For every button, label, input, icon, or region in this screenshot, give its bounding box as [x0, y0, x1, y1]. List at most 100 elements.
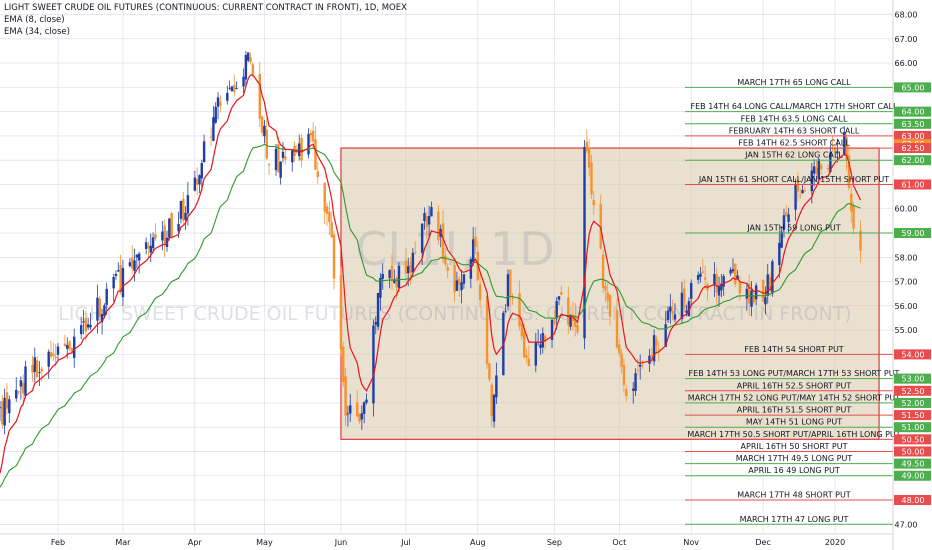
- candle-body: [638, 364, 642, 367]
- candle-body: [179, 201, 183, 219]
- candle-body: [68, 341, 71, 350]
- price-badge-label: 62.00: [902, 156, 925, 165]
- price-badge: [894, 373, 931, 384]
- indicator-ema-8[interactable]: EMA (8, close): [4, 15, 65, 25]
- candle-body: [754, 285, 758, 300]
- candle-body: [137, 253, 141, 261]
- candle-body: [151, 237, 155, 249]
- price-tick-label: 55.00: [895, 326, 918, 335]
- candle-body: [511, 297, 514, 299]
- candle-body: [314, 139, 317, 170]
- candle-body: [787, 214, 790, 222]
- candle-body: [785, 211, 788, 217]
- candle-body: [413, 252, 417, 254]
- candle-body: [567, 297, 570, 325]
- price-badge-label: 53.00: [902, 375, 925, 384]
- candle-body: [722, 276, 725, 287]
- candle-body: [73, 336, 76, 358]
- candle-body: [555, 301, 558, 319]
- candle-body: [119, 265, 122, 292]
- candle-body: [265, 129, 268, 159]
- time-tick-label: Jul: [400, 538, 411, 547]
- candle-body: [249, 57, 252, 62]
- level-label: APRIL 16TH 52.5 SHORT PUT: [737, 381, 852, 390]
- candle-body: [819, 164, 823, 170]
- candle-body: [70, 348, 74, 353]
- price-badge-label: 63.50: [902, 120, 925, 129]
- ema-34-line: [0, 143, 861, 488]
- candle-body: [441, 223, 445, 260]
- candle-body: [130, 257, 134, 269]
- candle-body: [462, 274, 466, 284]
- candle-body: [355, 402, 359, 417]
- candle-body: [687, 301, 691, 317]
- candle-body: [444, 255, 447, 265]
- candle-body: [634, 373, 637, 391]
- candle-body: [381, 273, 384, 279]
- candle-body: [576, 324, 579, 333]
- candle-body: [38, 372, 41, 374]
- candle-body: [365, 399, 368, 403]
- candle-body: [31, 365, 34, 373]
- candle-body: [703, 277, 707, 280]
- candle-body: [599, 204, 602, 249]
- watermark-name: LIGHT SWEET CRUDE OIL FUTURES (CONTINUOU…: [58, 303, 851, 325]
- candle-body: [349, 405, 352, 414]
- price-axis[interactable]: 47.00 48.00 49.00 50.00 51.00 52.00 53.00 54.00…: [892, 0, 931, 550]
- candle-body: [228, 87, 231, 89]
- price-badge: [894, 155, 931, 166]
- candle-body: [771, 261, 774, 294]
- candle-body: [263, 125, 266, 137]
- candle-body: [56, 346, 60, 355]
- candle-body: [216, 97, 220, 107]
- candle-body: [300, 137, 303, 161]
- level-label: MARCH 17TH 48 SHORT PUT: [737, 491, 851, 500]
- price-badge-label: 52.50: [902, 387, 925, 396]
- candle-body: [98, 298, 101, 317]
- time-tick-label: Nov: [683, 538, 699, 547]
- candle-body: [258, 74, 261, 119]
- candle-body: [666, 310, 670, 321]
- candle-body: [731, 269, 735, 272]
- level-label: APRIL 16TH 50 SHORT PUT: [741, 442, 848, 451]
- candle-body: [506, 274, 510, 307]
- candle-body: [212, 117, 215, 141]
- time-axis[interactable]: Feb Mar Apr May Jun Jul Aug Sep Oct Nov Dec 2020: [0, 533, 893, 547]
- candle-body: [504, 311, 507, 313]
- indicator-ema-34[interactable]: EMA (34, close): [4, 27, 70, 37]
- time-tick-label: Jun: [334, 538, 348, 547]
- candle-body: [478, 284, 482, 301]
- candle-body: [246, 52, 250, 61]
- candle-body: [460, 282, 463, 291]
- candle-body: [583, 146, 586, 339]
- time-tick-label: 2020: [825, 538, 845, 547]
- candle-body: [474, 236, 477, 247]
- candle-body: [750, 290, 753, 307]
- price-badge-label: 61.00: [902, 180, 925, 189]
- ema-8-line: [0, 74, 862, 474]
- candle-body: [488, 363, 491, 380]
- candle-body: [652, 335, 656, 362]
- candle-body: [655, 339, 658, 346]
- price-badge-label: 50.00: [902, 447, 925, 456]
- level-label: FEB 14TH 53 LONG PUT/MARCH 17TH 53 SHORT…: [689, 369, 900, 378]
- price-tick-label: 67.00: [895, 35, 918, 44]
- candle-body: [209, 136, 213, 138]
- price-badge-label: 49.00: [902, 472, 925, 481]
- candle-body: [219, 101, 222, 106]
- candle-body: [601, 254, 605, 289]
- level-label: JAN 15TH 59 LONG PUT: [746, 224, 840, 233]
- candle-body: [379, 277, 382, 298]
- candle-body: [752, 295, 756, 303]
- price-tick-label: 68.00: [895, 11, 918, 20]
- level-label: APRIL 16TH 51.5 SHORT PUT: [737, 406, 852, 415]
- level-label: JAN 15TH 61 SHORT CALL/JAN 15TH SHORT PU…: [698, 175, 889, 184]
- candle-body: [395, 278, 398, 287]
- price-tick-label: 60.00: [895, 205, 918, 214]
- option-levels: MARCH 17TH 65 LONG CALL FEB 14TH 64 LONG …: [685, 78, 901, 525]
- candle-body: [826, 168, 830, 170]
- candle-body: [339, 274, 343, 350]
- time-tick-label: Aug: [470, 538, 486, 547]
- candle-body: [330, 222, 333, 238]
